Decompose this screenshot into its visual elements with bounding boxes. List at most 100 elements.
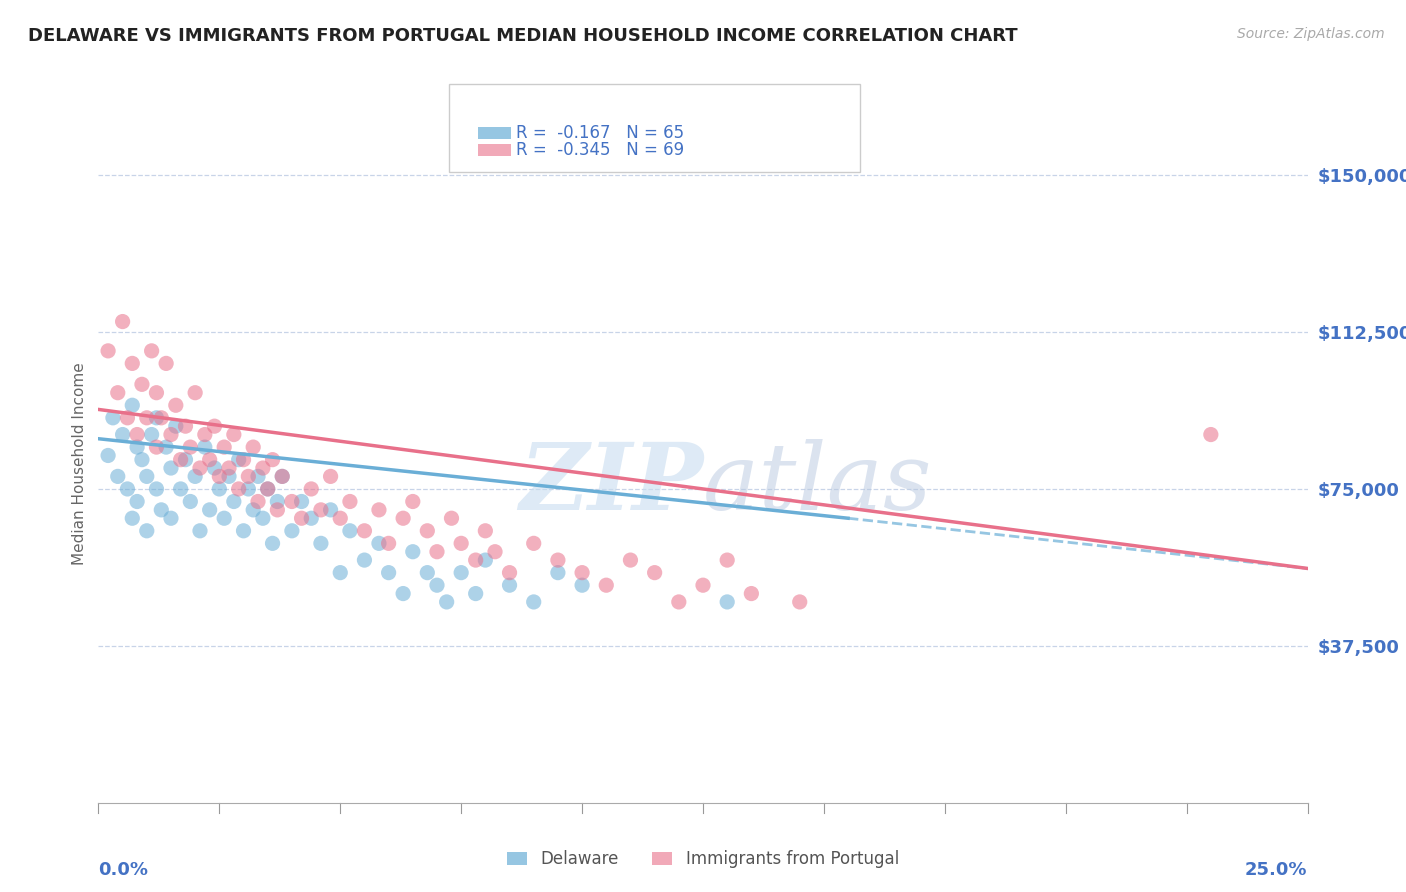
Point bbox=[547, 553, 569, 567]
Point bbox=[198, 503, 221, 517]
Point bbox=[252, 511, 274, 525]
Text: Source: ZipAtlas.com: Source: ZipAtlas.com bbox=[1237, 27, 1385, 41]
Point bbox=[377, 536, 399, 550]
Point bbox=[595, 578, 617, 592]
Point bbox=[571, 566, 593, 580]
Point bbox=[135, 410, 157, 425]
Y-axis label: Median Household Income: Median Household Income bbox=[72, 362, 87, 566]
Text: DELAWARE VS IMMIGRANTS FROM PORTUGAL MEDIAN HOUSEHOLD INCOME CORRELATION CHART: DELAWARE VS IMMIGRANTS FROM PORTUGAL MED… bbox=[28, 27, 1018, 45]
Point bbox=[228, 452, 250, 467]
Point bbox=[222, 494, 245, 508]
Point bbox=[547, 566, 569, 580]
Point bbox=[498, 566, 520, 580]
Point bbox=[179, 494, 201, 508]
Point bbox=[155, 356, 177, 370]
Point bbox=[160, 461, 183, 475]
Point bbox=[184, 469, 207, 483]
Point bbox=[188, 461, 211, 475]
FancyBboxPatch shape bbox=[478, 128, 510, 139]
Point bbox=[145, 410, 167, 425]
Point bbox=[121, 511, 143, 525]
Point bbox=[141, 343, 163, 358]
Point bbox=[155, 440, 177, 454]
Point bbox=[440, 511, 463, 525]
Point bbox=[252, 461, 274, 475]
Point bbox=[212, 440, 235, 454]
Point bbox=[121, 398, 143, 412]
Point bbox=[238, 482, 260, 496]
Point bbox=[1199, 427, 1222, 442]
Point bbox=[262, 452, 284, 467]
Point bbox=[523, 595, 546, 609]
Point bbox=[299, 482, 322, 496]
Text: 25.0%: 25.0% bbox=[1246, 862, 1308, 880]
Point bbox=[218, 461, 240, 475]
Point bbox=[416, 524, 439, 538]
Point bbox=[484, 545, 506, 559]
Point bbox=[353, 524, 375, 538]
Point bbox=[644, 566, 666, 580]
Point bbox=[228, 482, 250, 496]
Point bbox=[160, 511, 183, 525]
Point bbox=[436, 595, 458, 609]
Point bbox=[368, 536, 391, 550]
Point bbox=[256, 482, 278, 496]
Point bbox=[218, 469, 240, 483]
Point bbox=[242, 440, 264, 454]
Point bbox=[97, 449, 120, 463]
Text: atlas: atlas bbox=[703, 439, 932, 529]
Point bbox=[111, 427, 134, 442]
Point bbox=[281, 524, 304, 538]
Point bbox=[692, 578, 714, 592]
Point bbox=[262, 536, 284, 550]
Point bbox=[198, 452, 221, 467]
Point bbox=[464, 586, 486, 600]
Point bbox=[668, 595, 690, 609]
Point bbox=[339, 494, 361, 508]
Point bbox=[426, 578, 449, 592]
Point bbox=[339, 524, 361, 538]
Point bbox=[101, 410, 124, 425]
Point bbox=[319, 503, 342, 517]
Point bbox=[271, 469, 294, 483]
Point bbox=[426, 545, 449, 559]
Point bbox=[127, 440, 149, 454]
Point bbox=[150, 503, 173, 517]
Point bbox=[523, 536, 546, 550]
Point bbox=[145, 440, 167, 454]
Text: R =  -0.167   N = 65: R = -0.167 N = 65 bbox=[516, 124, 683, 142]
Point bbox=[716, 595, 738, 609]
Point bbox=[135, 469, 157, 483]
Point bbox=[242, 503, 264, 517]
Point bbox=[184, 385, 207, 400]
Point bbox=[131, 452, 153, 467]
Point bbox=[169, 452, 191, 467]
Point bbox=[368, 503, 391, 517]
Point bbox=[165, 419, 187, 434]
Point bbox=[174, 452, 197, 467]
Point bbox=[131, 377, 153, 392]
Point bbox=[135, 524, 157, 538]
Point bbox=[150, 410, 173, 425]
Point bbox=[290, 511, 312, 525]
Point bbox=[212, 511, 235, 525]
Point bbox=[222, 427, 245, 442]
Point bbox=[450, 566, 472, 580]
Point bbox=[238, 469, 260, 483]
Text: R =  -0.345   N = 69: R = -0.345 N = 69 bbox=[516, 141, 683, 159]
Text: 0.0%: 0.0% bbox=[98, 862, 149, 880]
Point bbox=[117, 410, 139, 425]
Point bbox=[145, 482, 167, 496]
Point bbox=[290, 494, 312, 508]
Point bbox=[716, 553, 738, 567]
Point bbox=[464, 553, 486, 567]
Point bbox=[208, 482, 231, 496]
Point bbox=[353, 553, 375, 567]
Point bbox=[141, 427, 163, 442]
Point bbox=[127, 494, 149, 508]
Point bbox=[232, 452, 254, 467]
Point bbox=[329, 566, 352, 580]
Point bbox=[416, 566, 439, 580]
Point bbox=[571, 578, 593, 592]
Point bbox=[160, 427, 183, 442]
